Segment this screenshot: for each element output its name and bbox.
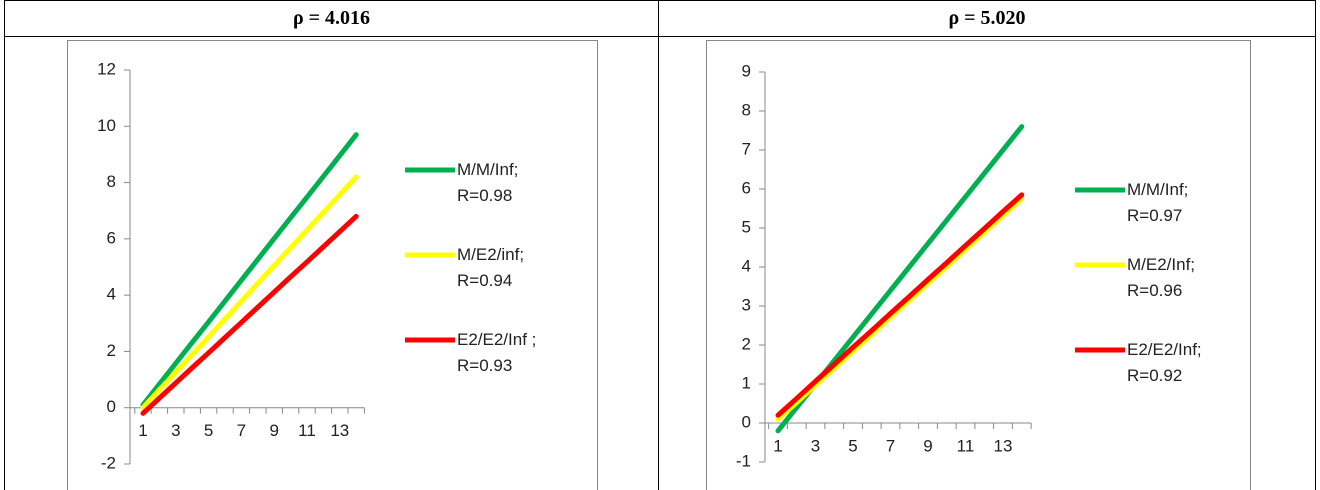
x-tick-label: 13 (330, 421, 349, 440)
legend-label: M/M/Inf; R=0.97 (1127, 180, 1189, 225)
y-tick-label: 3 (742, 295, 751, 314)
y-tick-label: 7 (742, 139, 751, 158)
y-tick-label: 12 (97, 59, 116, 78)
y-tick-label: 2 (107, 341, 116, 360)
x-tick-label: 7 (237, 421, 246, 440)
x-tick-label: 3 (811, 436, 820, 455)
x-tick-label: 5 (848, 436, 857, 455)
y-tick-label: 6 (107, 228, 116, 247)
y-tick-label: 6 (742, 178, 751, 197)
y-tick-label: 8 (107, 172, 116, 191)
y-tick-label: -2 (101, 453, 116, 472)
x-tick-label: 7 (886, 436, 895, 455)
legend-label: M/E2/Inf; R=0.96 (1127, 255, 1196, 300)
y-tick-label: 10 (97, 116, 116, 135)
series-line (775, 196, 1025, 422)
x-tick-label: 5 (204, 421, 213, 440)
x-tick-label: 11 (298, 421, 316, 440)
chart-frame (67, 40, 598, 490)
y-tick-label: 0 (107, 397, 116, 416)
x-tick-label: 13 (994, 436, 1013, 455)
y-tick-label: 1 (742, 373, 751, 392)
x-tick-label: 9 (269, 421, 278, 440)
x-tick-label: 3 (171, 421, 180, 440)
legend-label: M/M/Inf; R=0.98 (457, 160, 519, 205)
y-tick-label: 4 (742, 256, 751, 275)
y-tick-label: -1 (736, 451, 751, 470)
chart-frame (706, 40, 1251, 490)
legend-label: E2/E2/Inf ; R=0.93 (457, 330, 537, 375)
series-line (140, 132, 359, 408)
y-tick-label: 0 (742, 412, 751, 431)
y-tick-label: 9 (742, 61, 751, 80)
series-line (140, 213, 359, 416)
x-tick-label: 1 (773, 436, 782, 455)
legend-label: E2/E2/Inf; R=0.92 (1127, 340, 1202, 385)
legend-label: M/E2/inf; R=0.94 (457, 245, 525, 290)
y-tick-label: 2 (742, 334, 751, 353)
x-tick-label: 1 (138, 421, 147, 440)
y-tick-label: 8 (742, 100, 751, 119)
x-tick-label: 9 (923, 436, 932, 455)
y-tick-label: 4 (107, 285, 116, 304)
series-line (775, 192, 1025, 418)
table-cell (658, 36, 1316, 490)
series-line (140, 174, 359, 411)
x-tick-label: 11 (957, 436, 975, 455)
y-tick-label: 5 (742, 217, 751, 236)
